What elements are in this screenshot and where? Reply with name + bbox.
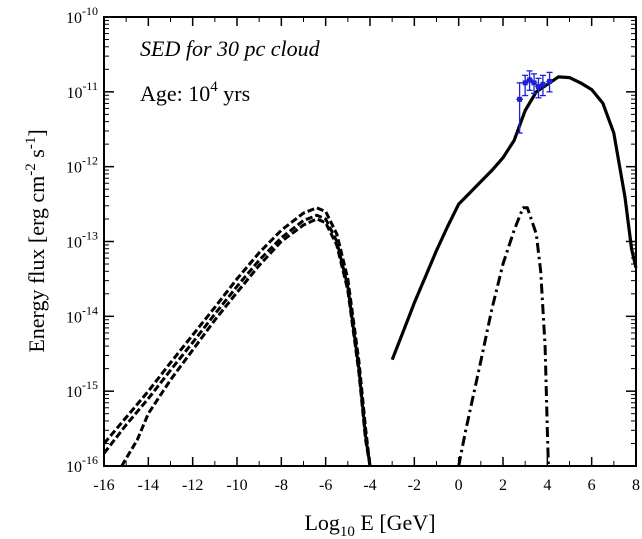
data-point-6	[546, 71, 553, 93]
x-tick-label-2: -12	[182, 477, 203, 494]
x-tick-label-0: -16	[93, 477, 114, 494]
y-tick-label-5: 10-11	[66, 79, 98, 102]
y-tick-label-4: 10-12	[66, 154, 98, 177]
y-tick-label-3: 10-13	[66, 229, 98, 252]
data-point-2	[526, 70, 533, 91]
x-title-subscript: 10	[340, 524, 355, 539]
x-tick-label-7: -2	[408, 477, 421, 494]
x-tick-label-12: 8	[632, 477, 640, 494]
x-tick-label-4: -8	[275, 477, 288, 494]
x-tick-label-11: 6	[588, 477, 596, 494]
x-tick-label-3: -10	[226, 477, 247, 494]
y-tick-label-6: 10-10	[66, 4, 98, 27]
x-title-prefix: Log	[304, 510, 339, 535]
x-tick-label-8: 0	[455, 477, 463, 494]
y-title-part3: ]	[24, 129, 49, 136]
chart-annotation-age: Age: 104 yrs	[140, 79, 250, 106]
series-layer	[102, 75, 638, 467]
data-point-marker-2	[527, 77, 533, 83]
data-point-marker-5	[540, 81, 546, 87]
series-line-1-dashed	[102, 206, 372, 467]
data-point-3	[530, 73, 538, 94]
y-axis-title: Energy flux [erg cm-2 s-1]	[23, 129, 49, 352]
data-point-marker-0	[517, 96, 523, 102]
data-point-marker-4	[535, 84, 541, 90]
chart-annotation-title: SED for 30 pc cloud	[140, 36, 321, 61]
y-tick-label-2: 10-14	[66, 303, 98, 326]
y-tick-label-1: 10-15	[66, 378, 98, 401]
y-title-sup1: -2	[23, 163, 39, 176]
series-line-4-dashdot	[457, 206, 550, 467]
x-title-suffix: E [GeV]	[355, 510, 436, 535]
age-exponent: 4	[210, 79, 218, 95]
series-line-3-dashed	[120, 217, 372, 467]
x-axis-title: Log10 E [GeV]	[304, 510, 435, 539]
tick-layer: -16 -14 -12 -10 -8 -6 -4 -2 0 2 4 6 8 10-16 10-15 10-14…	[66, 4, 640, 494]
data-point-5	[539, 74, 547, 97]
y-title-part2: s	[24, 149, 49, 163]
x-tick-label-1: -14	[138, 477, 159, 494]
data-point-0	[516, 82, 523, 134]
y-tick-label-0: 10-16	[66, 453, 98, 476]
y-title-sup2: -1	[23, 137, 39, 150]
data-point-marker-1	[522, 80, 528, 86]
x-tick-label-6: -4	[363, 477, 376, 494]
y-title-part1: Energy flux [erg cm	[24, 176, 49, 353]
data-point-marker-6	[547, 78, 553, 84]
data-point-4	[535, 77, 542, 99]
data-point-marker-3	[531, 80, 537, 86]
x-tick-label-10: 4	[543, 477, 551, 494]
data-points-layer	[516, 70, 553, 134]
x-tick-label-5: -6	[319, 477, 332, 494]
x-tick-label-9: 2	[499, 477, 507, 494]
data-point-1	[521, 74, 529, 97]
age-prefix: Age: 10	[140, 81, 210, 106]
age-suffix: yrs	[218, 81, 250, 106]
